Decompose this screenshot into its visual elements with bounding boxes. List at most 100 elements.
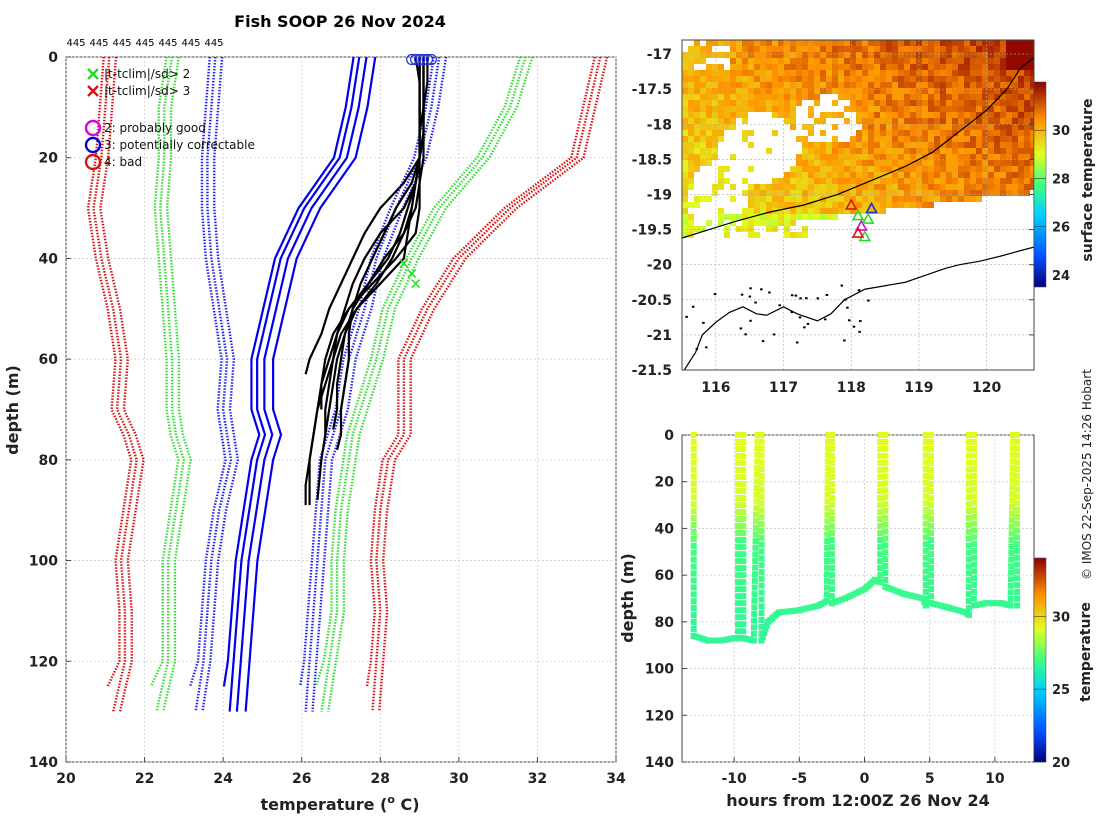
sst-cell [808,178,814,184]
sst-cell [706,112,712,118]
sst-cell [700,154,706,160]
map-ytick-label: -21.5 [632,363,672,379]
sst-cell [910,196,916,202]
sst-cell [736,40,742,46]
sst-cell [706,70,712,76]
sst-cell [964,172,970,178]
sst-cell [826,178,832,184]
sst-cell [994,136,1000,142]
depth-time-point [828,481,835,488]
sst-cell [694,106,700,112]
sst-cell [910,124,916,130]
sst-cell [718,136,724,142]
sst-cell [694,124,700,130]
depth-time-point [735,453,742,460]
clim-line [365,56,596,687]
sst-cell [856,100,862,106]
sst-cell [844,184,850,190]
sst-cell [688,112,694,118]
depth-time-point [965,556,972,563]
sst-cell [790,208,796,214]
sst-cell [946,76,952,82]
sst-cell [982,100,988,106]
sst-cell [844,166,850,172]
sst-cell [886,124,892,130]
sst-cell [934,100,940,106]
depth-time-point [928,439,935,446]
sst-cell [784,94,790,100]
depth-time-point [949,605,956,612]
sst-cell [958,142,964,148]
sst-cell [922,172,928,178]
sst-cell [808,70,814,76]
sst-cell [718,184,724,190]
island-dot [754,301,757,304]
depth-time-point [928,467,935,474]
sst-cell [844,154,850,160]
depth-time-point [1009,504,1016,511]
sst-cell [700,46,706,52]
sst-cell [904,70,910,76]
sst-cell [994,58,1000,64]
sst-cell [802,178,808,184]
depth-time-point [1007,576,1014,583]
depth-time-point [882,445,889,452]
sst-cell [736,106,742,112]
depth-time-point [928,446,935,453]
depth-time-point [928,600,935,607]
depth-time-point [971,534,978,541]
sst-cell [946,142,952,148]
sst-cell [928,46,934,52]
sst-cell [856,118,862,124]
sst-cell [982,160,988,166]
dt-xtick-label: -10 [721,771,747,787]
sst-cell [946,112,952,118]
depth-time-point [1014,507,1021,514]
sst-cell [880,106,886,112]
sst-cell [874,70,880,76]
sst-cell [1024,190,1030,196]
depth-time-point [824,445,831,452]
sst-cell [988,184,994,190]
sst-cell [760,76,766,82]
sst-cell [736,100,742,106]
sst-cell [682,112,688,118]
sst-cell [1030,172,1034,178]
depth-time-point [965,535,972,542]
sst-cell [850,178,856,184]
sst-cell [700,82,706,88]
depth-time-point [1009,491,1016,498]
sst-cell [784,76,790,82]
sst-cell [736,82,742,88]
sst-cell [868,106,874,112]
sst-cell [880,142,886,148]
depth-time-point [922,588,929,595]
sst-cell [1006,40,1012,46]
sst-cell [856,154,862,160]
sst-cell [904,52,910,58]
sst-cell [808,52,814,58]
sst-cell [808,112,814,118]
sst-cell [724,178,730,184]
sst-cell [1024,118,1030,124]
sst-cell [928,184,934,190]
sst-cell [682,100,688,106]
sst-cell [886,88,892,94]
depth-time-point [1008,563,1015,570]
sst-cell [952,76,958,82]
sst-cell [1024,124,1030,130]
sst-cell [760,184,766,190]
depth-time-point [751,571,758,578]
sst-cell [910,172,916,178]
sst-cell [754,58,760,64]
depth-time-point [690,542,697,549]
sst-cell [874,124,880,130]
sst-cell [928,100,934,106]
depth-time-point [690,528,697,535]
depth-time-point [1014,445,1021,452]
sst-cell [988,166,994,172]
sst-cell [838,88,844,94]
sst-cell [706,52,712,58]
sst-cell [874,94,880,100]
sst-cell [868,52,874,58]
